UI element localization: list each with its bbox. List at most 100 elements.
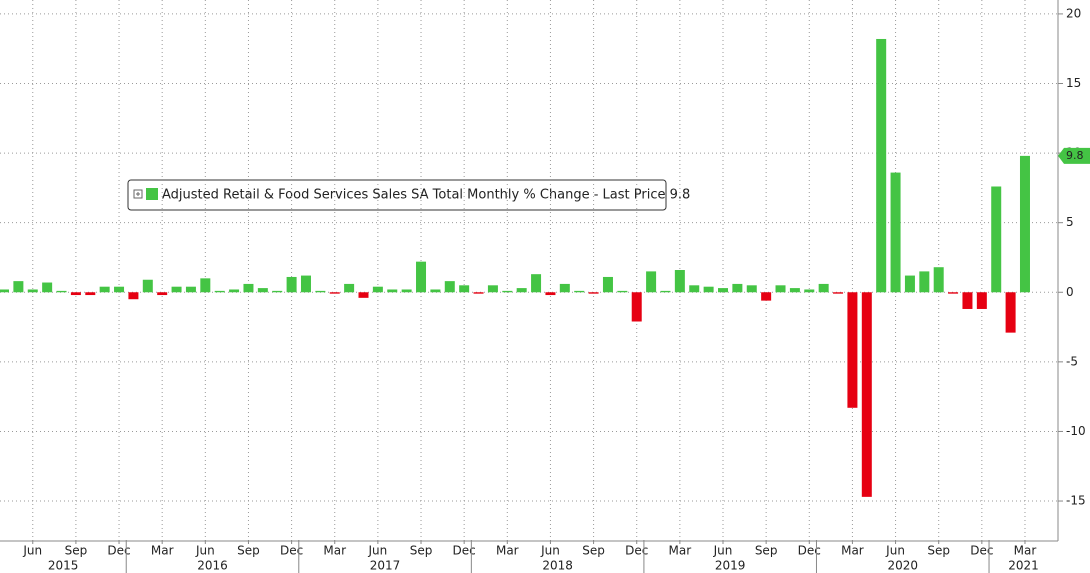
bar [372, 286, 383, 293]
x-tick-label: Jun [713, 544, 733, 558]
bar [948, 292, 959, 294]
bar [847, 292, 858, 408]
bar [919, 271, 930, 293]
bar [718, 288, 728, 293]
year-label: 2019 [715, 559, 746, 573]
bar [99, 286, 110, 293]
last-price-label: 9.8 [1066, 149, 1084, 162]
bar [1005, 292, 1016, 333]
bar [732, 283, 743, 293]
bar [200, 278, 211, 293]
bar [804, 289, 815, 293]
x-tick-label: Mar [151, 544, 174, 558]
legend-box [127, 179, 667, 211]
legend-toggle[interactable] [133, 189, 143, 199]
bar [761, 292, 772, 301]
x-tick-label: Dec [280, 544, 303, 558]
bar [991, 186, 1002, 293]
bar [890, 172, 901, 293]
x-tick-label: Jun [22, 544, 42, 558]
bar [674, 270, 685, 293]
x-tick-label: Sep [927, 544, 950, 558]
year-label: 2016 [197, 559, 228, 573]
bar [631, 292, 642, 322]
bar [660, 290, 671, 293]
x-tick-label: Dec [798, 544, 821, 558]
year-label: 2017 [370, 559, 401, 573]
bar [904, 275, 915, 293]
x-tick-label: Dec [970, 544, 993, 558]
bar [315, 290, 326, 293]
x-tick-label: Jun [195, 544, 215, 558]
bar [818, 283, 829, 293]
bar [13, 281, 24, 293]
x-tick-label: Dec [625, 544, 648, 558]
last-price-tag [1058, 147, 1090, 164]
bar [85, 292, 96, 296]
y-tick-label: -15 [1066, 494, 1086, 508]
x-tick-label: Sep [755, 544, 778, 558]
bar [243, 283, 254, 293]
y-tick-label: -10 [1066, 424, 1086, 438]
bar [876, 38, 887, 293]
bar [0, 289, 9, 293]
bar [976, 292, 987, 309]
x-tick-label: Jun [540, 544, 560, 558]
bar [185, 286, 196, 293]
year-label: 2021 [1008, 559, 1039, 573]
y-tick-label: 15 [1066, 76, 1081, 90]
bar [344, 283, 355, 293]
x-tick-label: Mar [841, 544, 864, 558]
bar [861, 292, 872, 497]
bar [962, 292, 973, 309]
bar [1019, 155, 1030, 293]
bar [833, 292, 844, 294]
bar [128, 292, 139, 300]
bar [430, 289, 441, 293]
y-tick-label: -5 [1066, 354, 1078, 368]
x-tick-label: Sep [582, 544, 605, 558]
bar [933, 267, 944, 293]
bar [142, 279, 153, 293]
bar [602, 276, 613, 293]
x-tick-label: Dec [107, 544, 130, 558]
y-tick-label: 5 [1066, 215, 1074, 229]
x-tick-label: Sep [410, 544, 433, 558]
bar [746, 285, 757, 293]
x-tick-label: Jun [368, 544, 388, 558]
bar [229, 289, 240, 293]
year-label: 2015 [48, 559, 79, 573]
bar [789, 288, 800, 293]
x-tick-label: Mar [1014, 544, 1037, 558]
bar [387, 289, 398, 293]
bar [56, 290, 67, 293]
bar [487, 285, 498, 293]
bar [646, 271, 657, 293]
bar [70, 292, 81, 296]
x-tick-label: Dec [453, 544, 476, 558]
bar [329, 292, 340, 294]
x-tick-label: Mar [496, 544, 519, 558]
bar [300, 275, 311, 293]
bar [157, 292, 168, 296]
x-tick-label: Sep [237, 544, 260, 558]
bar [559, 283, 570, 293]
bar [444, 281, 455, 293]
bar [502, 290, 513, 293]
y-tick-label: 0 [1066, 285, 1074, 299]
x-tick-label: Jun [885, 544, 905, 558]
bar [459, 285, 470, 293]
bar [114, 286, 125, 293]
bar [171, 286, 182, 293]
y-tick-label: 20 [1066, 6, 1081, 20]
bar [214, 290, 225, 293]
bar [27, 289, 38, 293]
bar [574, 290, 585, 293]
bar [416, 261, 427, 293]
bar [42, 282, 53, 293]
bar [257, 288, 268, 293]
x-tick-label: Mar [669, 544, 692, 558]
bar [703, 286, 714, 293]
legend: Adjusted Retail & Food Services Sales SA… [127, 179, 690, 211]
bar [272, 290, 283, 293]
